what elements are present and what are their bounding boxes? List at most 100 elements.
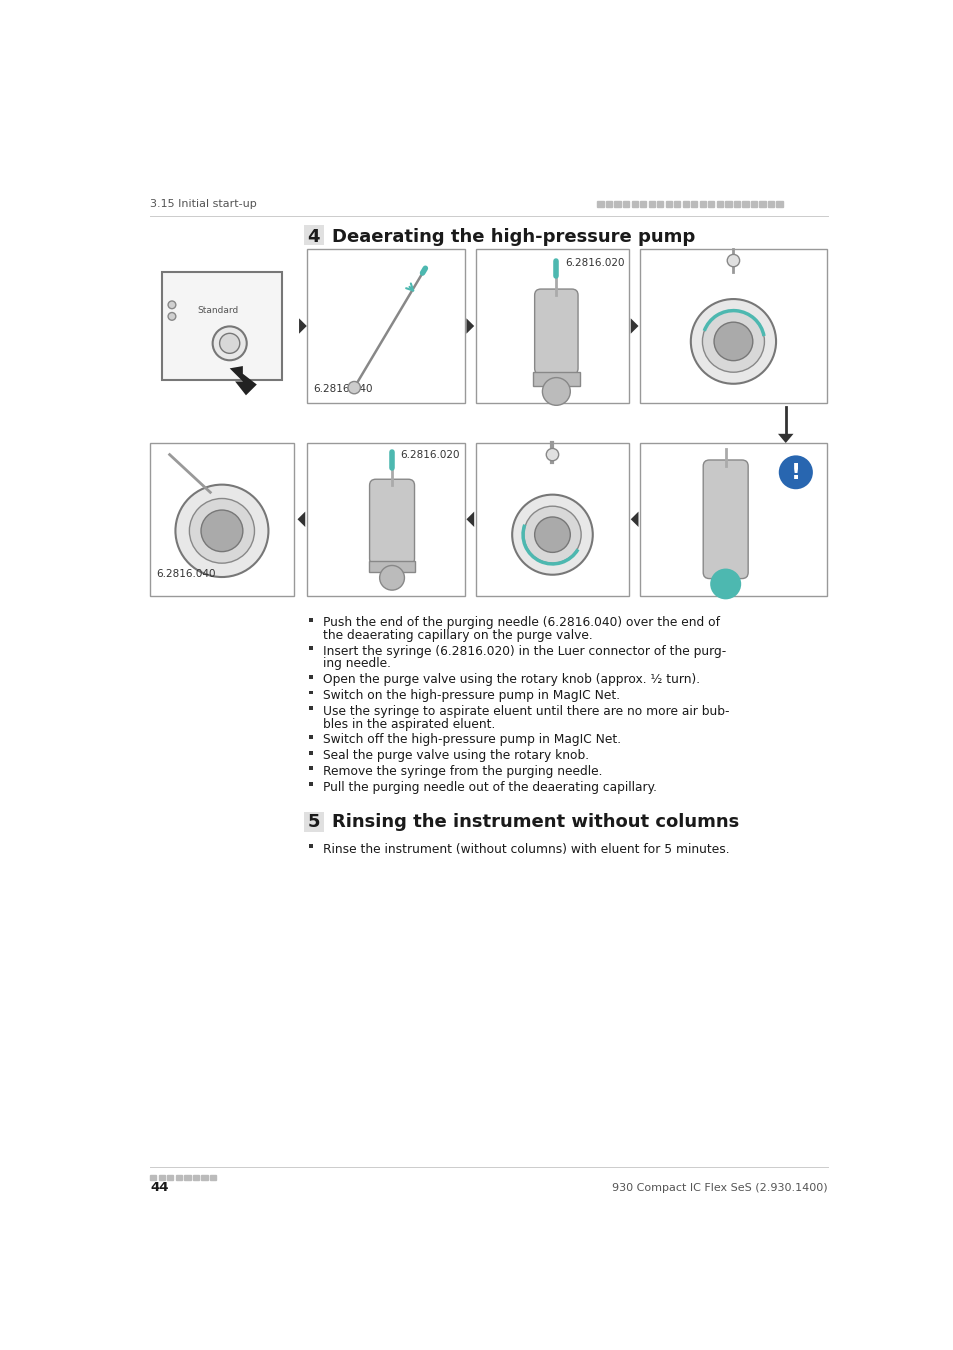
Text: !: ! [790,463,801,483]
Polygon shape [297,512,305,526]
Text: 3.15 Initial start-up: 3.15 Initial start-up [150,200,256,209]
Circle shape [348,382,360,394]
Bar [309,618,313,622]
Text: Switch on the high-pressure pump in MagIC Net.: Switch on the high-pressure pump in MagI… [323,688,619,702]
Text: Seal the purge valve using the rotary knob.: Seal the purge valve using the rotary kn… [323,749,589,763]
Bar [707,201,714,207]
Text: 6.2816.040: 6.2816.040 [313,383,372,394]
Bar [533,373,579,386]
Bar [665,201,671,207]
Text: Standard: Standard [197,305,238,315]
Text: bles in the aspirated eluent.: bles in the aspirated eluent. [323,718,495,730]
Text: 6.2816.020: 6.2816.020 [565,258,624,267]
Bar [303,811,323,832]
Bar [639,443,826,595]
Bar [605,201,612,207]
Bar [309,675,313,679]
Bar [631,201,637,207]
Text: Use the syringe to aspirate eluent until there are no more air bub-: Use the syringe to aspirate eluent until… [323,705,729,718]
Text: Push the end of the purging needle (6.2816.040) over the end of: Push the end of the purging needle (6.28… [323,617,720,629]
Polygon shape [298,319,307,333]
Bar [759,201,765,207]
Bar [716,201,722,207]
Text: 930 Compact IC Flex SeS (2.930.1400): 930 Compact IC Flex SeS (2.930.1400) [611,1183,827,1192]
Polygon shape [630,319,638,333]
Polygon shape [230,366,256,396]
Bar [210,1174,216,1180]
Text: 6.2816.040: 6.2816.040 [156,568,215,579]
Text: Remove the syringe from the purging needle.: Remove the syringe from the purging need… [323,765,602,778]
Bar [648,201,654,207]
Circle shape [701,310,763,373]
FancyBboxPatch shape [369,479,415,564]
Bar [307,443,464,595]
Bar [175,1174,182,1180]
Circle shape [379,566,404,590]
Circle shape [219,333,239,354]
Bar [682,201,688,207]
Bar [597,201,603,207]
Bar [622,201,629,207]
Circle shape [542,378,570,405]
Bar [639,201,645,207]
Polygon shape [466,512,474,526]
Bar [476,248,629,404]
Circle shape [778,455,812,489]
Circle shape [201,510,243,552]
Text: 6.2816.020: 6.2816.020 [399,450,458,459]
Circle shape [168,313,175,320]
Bar [309,751,313,755]
Bar [657,201,662,207]
Text: Pull the purging needle out of the deaerating capillary.: Pull the purging needle out of the deaer… [323,780,657,794]
Bar [733,201,740,207]
Circle shape [709,568,740,599]
Circle shape [190,498,254,563]
Circle shape [726,254,739,267]
Text: the deaerating capillary on the purge valve.: the deaerating capillary on the purge va… [323,629,592,643]
Bar [303,225,323,246]
Text: Insert the syringe (6.2816.020) in the Luer connector of the purg-: Insert the syringe (6.2816.020) in the L… [323,645,725,657]
Text: 4: 4 [307,228,319,247]
Bar [309,734,313,738]
Bar [309,844,313,848]
Circle shape [546,448,558,460]
Bar [691,201,697,207]
Bar [476,443,629,595]
Text: 44: 44 [150,1181,169,1195]
Bar [767,201,773,207]
Circle shape [213,327,247,360]
Bar [150,443,294,595]
Circle shape [168,301,175,309]
FancyBboxPatch shape [702,460,747,579]
FancyBboxPatch shape [534,289,578,374]
Bar [369,560,415,572]
Bar [150,1174,156,1180]
Circle shape [690,300,775,383]
Bar [699,201,705,207]
Bar [309,647,313,651]
Bar [639,248,826,404]
Text: ing needle.: ing needle. [323,657,391,671]
Bar [307,248,464,404]
Text: Deaerating the high-pressure pump: Deaerating the high-pressure pump [332,228,695,247]
Bar [724,201,731,207]
Bar [162,273,282,379]
Bar [741,201,748,207]
Bar [750,201,757,207]
Bar [309,782,313,786]
Bar [201,1174,208,1180]
Bar [309,767,313,771]
Bar [184,1174,191,1180]
Circle shape [512,494,592,575]
Bar [776,201,781,207]
Polygon shape [630,512,638,526]
Bar [167,1174,173,1180]
Text: 5: 5 [307,813,319,830]
Bar [158,1174,165,1180]
Bar [674,201,679,207]
Polygon shape [466,319,474,333]
Circle shape [534,517,570,552]
Bar [614,201,620,207]
Text: Rinsing the instrument without columns: Rinsing the instrument without columns [332,813,739,830]
Polygon shape [778,433,793,443]
